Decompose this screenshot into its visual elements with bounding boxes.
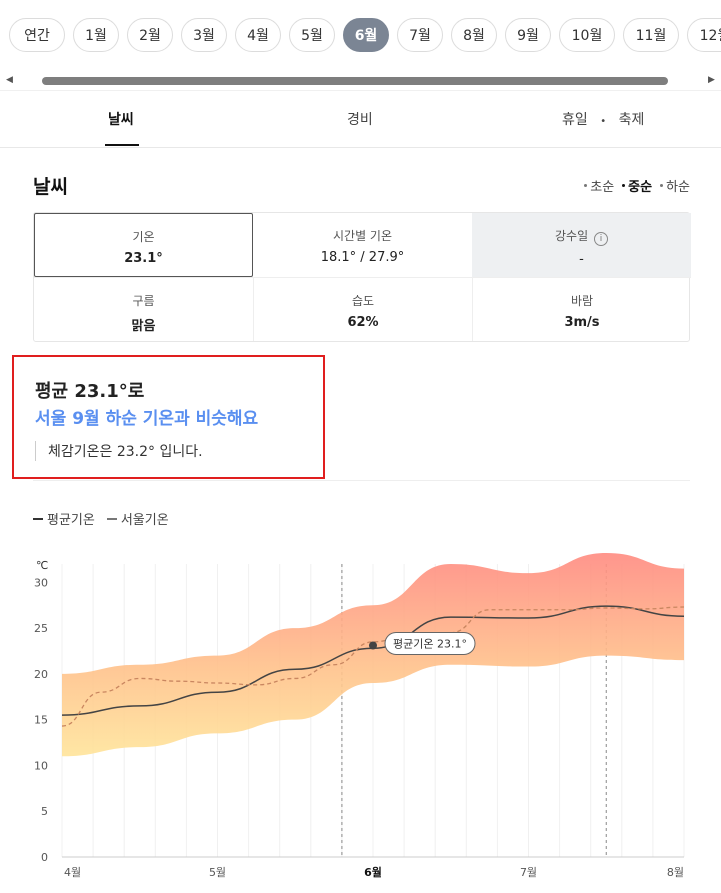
info-icon[interactable]: i	[593, 232, 608, 246]
stat-wind[interactable]: 바람 3m/s	[472, 277, 691, 341]
bullet-icon	[660, 184, 664, 187]
stat-hourly-temperature[interactable]: 시간별 기온 18.1° / 27.9°	[253, 213, 472, 277]
legend-seoul: 서울기온	[106, 509, 169, 528]
series-line-seoul	[61, 606, 685, 727]
scroll-left-icon[interactable]: ◀	[6, 75, 13, 85]
y-tick-label: 10	[34, 759, 48, 772]
summary-comparison: 서울 9월 하순 기온과 비슷해요	[35, 409, 259, 429]
y-tick-label: 30	[34, 576, 48, 589]
y-tick-label: 25	[34, 622, 48, 635]
month-pill-6[interactable]: 6월	[343, 18, 389, 52]
category-tabs: 날씨 경비 휴일 • 축제	[0, 90, 721, 148]
summary-feels-like: 체감기온은 23.2° 입니다.	[35, 441, 203, 461]
period-mid-label: 중순	[628, 180, 653, 195]
stat-label: 강수일	[555, 229, 589, 243]
bullet-icon	[622, 184, 626, 187]
tab-festival-label: 축제	[618, 112, 645, 128]
x-tick-label: 8월	[667, 866, 684, 879]
period-early-label: 초순	[590, 180, 615, 195]
x-tick-label: 6월	[364, 865, 382, 879]
stat-value: 23.1°	[124, 251, 163, 266]
temperature-summary: 평균 23.1°로 서울 9월 하순 기온과 비슷해요 체감기온은 23.2° …	[12, 355, 325, 479]
stat-label-row: 강수일 i	[472, 227, 691, 246]
period-mid[interactable]: 중순	[622, 176, 652, 195]
month-pill-0[interactable]: 연간	[9, 18, 65, 52]
period-early[interactable]: 초순	[584, 176, 614, 195]
month-scrollbar[interactable]: ◀ ▶	[0, 72, 721, 90]
temperature-range-band	[62, 553, 684, 757]
tab-cost[interactable]: 경비	[347, 112, 373, 128]
stat-temperature[interactable]: 기온 23.1°	[34, 213, 253, 277]
stat-cloud[interactable]: 구름 맑음	[34, 277, 253, 341]
y-tick-label: 20	[34, 668, 48, 681]
legend-seoul-label: 서울기온	[120, 513, 169, 528]
period-late[interactable]: 하순	[660, 176, 690, 195]
month-pill-10[interactable]: 10월	[559, 18, 615, 52]
scroll-right-icon[interactable]: ▶	[708, 75, 715, 85]
month-pill-9[interactable]: 9월	[505, 18, 551, 52]
dashed-line-icon	[106, 517, 117, 520]
temperature-chart: 0 5 10 15 20 25 30 ℃ 4월 5월 6월 7월 8월 평균기온 23.1°	[34, 553, 685, 879]
stat-label: 바람	[570, 294, 594, 308]
month-selector: 연간1월2월3월4월5월6월7월8월9월10월11월12월	[0, 0, 721, 72]
stat-value: 18.1° / 27.9°	[320, 250, 405, 265]
stat-label: 구름	[132, 294, 155, 308]
summary-average: 평균 23.1°로	[35, 381, 145, 402]
bullet-icon	[584, 184, 588, 187]
section-title: 날씨	[33, 176, 68, 198]
month-pill-12[interactable]: 12월	[687, 18, 721, 52]
separator-dot-icon: •	[600, 116, 607, 127]
y-tick-label: 15	[34, 714, 48, 727]
y-tick-label: 5	[41, 805, 48, 818]
month-pill-7[interactable]: 7월	[397, 18, 443, 52]
month-pill-4[interactable]: 4월	[235, 18, 281, 52]
stat-label: 기온	[132, 230, 155, 244]
x-tick-label: 4월	[64, 866, 81, 879]
period-selector: 초순 중순 하순	[584, 176, 690, 195]
stat-label: 습도	[351, 294, 375, 308]
month-pill-5[interactable]: 5월	[289, 18, 335, 52]
tab-weather[interactable]: 날씨	[108, 112, 134, 128]
solid-line-icon	[33, 517, 43, 520]
stat-value: 3m/s	[564, 315, 600, 330]
y-tick-label: 0	[41, 851, 48, 864]
month-pill-8[interactable]: 8월	[451, 18, 497, 52]
stat-value: 62%	[347, 315, 379, 330]
annotation-point	[369, 641, 377, 650]
stat-humidity[interactable]: 습도 62%	[253, 277, 472, 341]
tab-holiday-label: 휴일	[562, 112, 588, 128]
stat-value: -	[579, 252, 584, 267]
period-late-label: 하순	[666, 180, 690, 195]
tab-holiday-festival[interactable]: 휴일 • 축제	[562, 109, 644, 129]
y-axis-unit: ℃	[36, 559, 48, 572]
chart-legend: 평균기온 서울기온	[33, 509, 169, 528]
scroll-thumb[interactable]	[42, 77, 668, 85]
annotation-label: 평균기온 23.1°	[393, 637, 467, 650]
stat-value: 맑음	[131, 319, 156, 334]
legend-avg: 평균기온	[33, 509, 95, 528]
annotation-bubble	[384, 631, 476, 655]
month-pill-11[interactable]: 11월	[623, 18, 679, 52]
x-tick-label: 5월	[209, 866, 226, 879]
month-pill-2[interactable]: 2월	[127, 18, 173, 52]
x-tick-label: 7월	[520, 866, 537, 879]
chart-band	[62, 553, 684, 757]
stat-rain-days[interactable]: 강수일 i -	[472, 213, 691, 277]
divider	[33, 480, 690, 481]
weather-stats-grid: 기온 23.1° 시간별 기온 18.1° / 27.9° 강수일 i - 구름…	[33, 212, 691, 342]
month-pill-3[interactable]: 3월	[181, 18, 227, 52]
active-tab-underline	[105, 144, 139, 146]
month-pill-1[interactable]: 1월	[73, 18, 119, 52]
stat-label: 시간별 기온	[332, 229, 392, 243]
chart-axis: 0 5 10 15 20 25 30 ℃ 4월 5월 6월 7월 8월	[34, 559, 684, 879]
legend-avg-label: 평균기온	[47, 513, 95, 528]
chart-annotation: 평균기온 23.1°	[369, 631, 476, 655]
